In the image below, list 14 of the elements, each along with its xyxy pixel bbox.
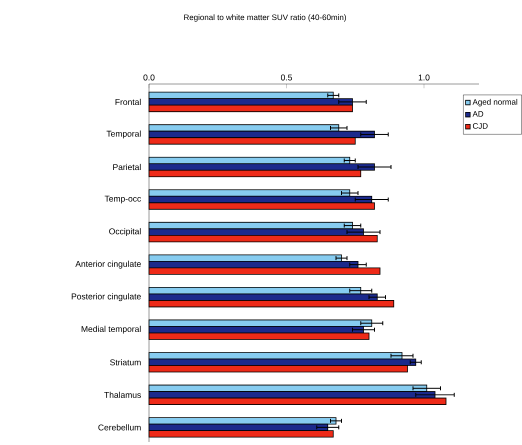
x-tick-label: 0.5 bbox=[280, 74, 292, 80]
x-tick-label: 0.0 bbox=[143, 74, 155, 80]
y-tick-label: Temporal bbox=[106, 130, 141, 138]
y-tick-label: Frontal bbox=[116, 98, 141, 106]
y-tick-label: Striatum bbox=[110, 359, 141, 366]
y-tick-label: Occipital bbox=[109, 228, 141, 236]
y-tick-label: Thalamus bbox=[104, 392, 141, 398]
y-tick-label: Posterior cingulate bbox=[72, 293, 141, 302]
y-tick-label: Cerebellum bbox=[98, 424, 141, 430]
y-tick-label: Medial temporal bbox=[82, 326, 141, 334]
x-tick-label: 1.0 bbox=[418, 74, 430, 80]
y-tick-label: Temp-occ bbox=[104, 196, 142, 204]
y-tick-label: Anterior cingulate bbox=[75, 260, 141, 269]
y-tick-label: Parietal bbox=[113, 164, 141, 170]
